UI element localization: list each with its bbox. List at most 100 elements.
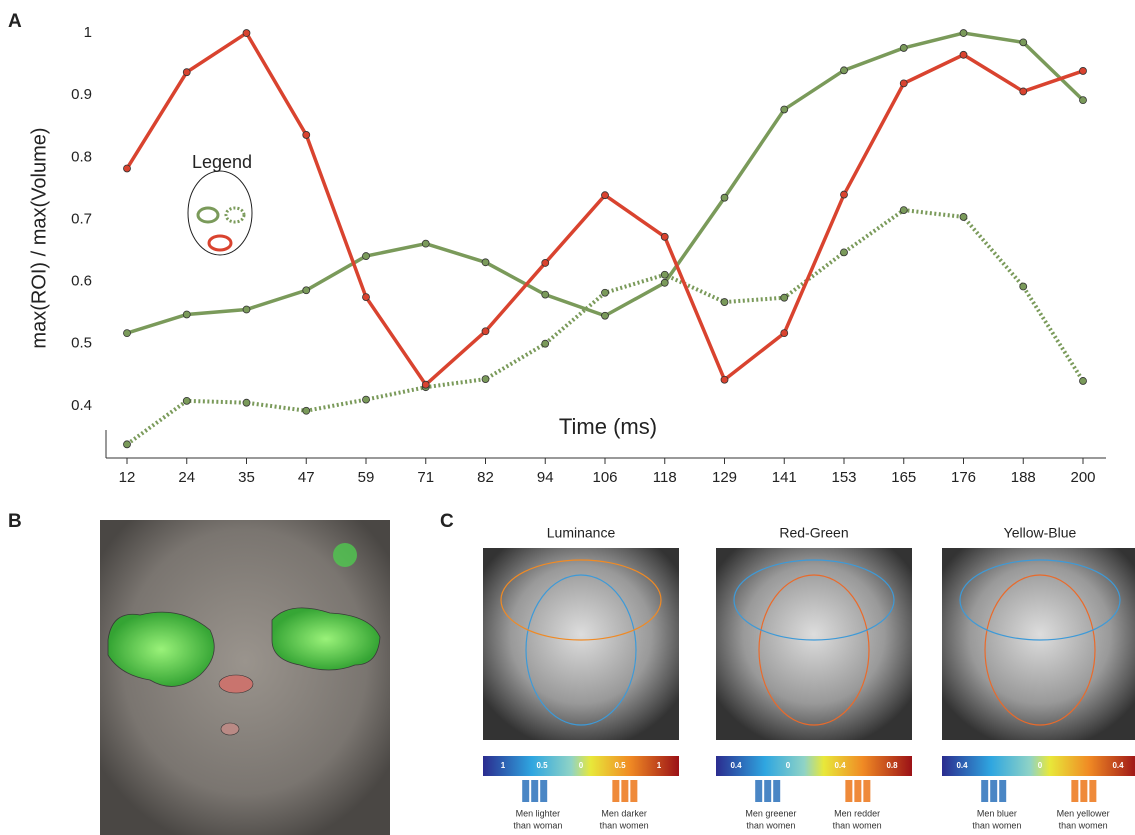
- marker-arrow: [845, 780, 852, 802]
- face-image: [716, 548, 912, 740]
- point: [363, 253, 370, 260]
- marker-arrow: [1089, 780, 1096, 802]
- page: {"chart_data":{"type":"line","panel_labe…: [0, 0, 1135, 835]
- colorbar-caption: than women: [972, 820, 1021, 830]
- panel-label: A: [8, 11, 22, 32]
- marker-arrow: [999, 780, 1006, 802]
- point: [183, 397, 190, 404]
- marker-arrow: [522, 780, 529, 802]
- colorbar-label: 0.5: [614, 761, 626, 770]
- point: [781, 106, 788, 113]
- marker-arrow: [1071, 780, 1078, 802]
- point: [900, 207, 907, 214]
- point: [542, 291, 549, 298]
- series-line: [127, 33, 1083, 333]
- x-tick-label: 200: [1070, 469, 1095, 486]
- x-tick-label: 141: [772, 469, 797, 486]
- marker-arrow: [755, 780, 762, 802]
- point: [482, 376, 489, 383]
- colorbar-label: 1: [657, 761, 662, 770]
- point: [183, 69, 190, 76]
- point: [243, 306, 250, 313]
- y-tick-label: 0.7: [71, 210, 92, 227]
- y-axis-label: max(ROI) / max(Volume): [28, 127, 50, 348]
- y-tick-label: 0.9: [71, 86, 92, 103]
- marker-arrow: [764, 780, 771, 802]
- series-line: [127, 33, 1083, 385]
- x-tick-label: 176: [951, 469, 976, 486]
- point: [602, 312, 609, 319]
- point: [602, 192, 609, 199]
- point: [183, 311, 190, 318]
- nose-cluster: [219, 675, 253, 693]
- colorbar-caption: than women: [833, 820, 882, 830]
- point: [243, 399, 250, 406]
- colorbar-caption: Men bluer: [977, 808, 1017, 818]
- marker-arrow: [540, 780, 547, 802]
- point: [303, 407, 310, 414]
- y-tick-label: 0.6: [71, 273, 92, 290]
- colorbar-label: 0.4: [956, 761, 968, 770]
- colorbar-caption: Men yellower: [1057, 808, 1110, 818]
- marker-arrow: [531, 780, 538, 802]
- colorbar-caption: Men greener: [745, 808, 796, 818]
- point: [1020, 88, 1027, 95]
- face-image: [483, 548, 679, 740]
- marker-arrow: [773, 780, 780, 802]
- series-line: [127, 210, 1083, 444]
- y-tick-label: 1: [84, 24, 92, 41]
- point: [960, 213, 967, 220]
- y-tick-label: 0.5: [71, 335, 92, 352]
- legend-title: Legend: [192, 152, 252, 172]
- marker-arrow: [1080, 780, 1087, 802]
- marker-arrow: [630, 780, 637, 802]
- point: [542, 259, 549, 266]
- x-tick-label: 129: [712, 469, 737, 486]
- point: [1080, 97, 1087, 104]
- mouth-cluster: [221, 723, 239, 735]
- point: [1020, 39, 1027, 46]
- point: [422, 240, 429, 247]
- colorbar-caption: than women: [1059, 820, 1108, 830]
- x-tick-label: 35: [238, 469, 255, 486]
- point: [363, 396, 370, 403]
- colorbar-label: 0: [786, 761, 791, 770]
- map-title: Luminance: [547, 525, 616, 541]
- x-tick-label: 106: [592, 469, 617, 486]
- colorbar-caption: than women: [600, 820, 649, 830]
- colorbar-label: 0.4: [1112, 761, 1124, 770]
- colorbar-label: 0.8: [886, 761, 898, 770]
- point: [661, 271, 668, 278]
- marker-arrow: [621, 780, 628, 802]
- point: [482, 259, 489, 266]
- point: [602, 289, 609, 296]
- point: [1080, 377, 1087, 384]
- x-tick-label: 188: [1011, 469, 1036, 486]
- point: [243, 30, 250, 37]
- colorbar-label: 0: [579, 761, 584, 770]
- x-tick-label: 59: [358, 469, 375, 486]
- point: [363, 294, 370, 301]
- colorbar-caption: Men lighter: [516, 808, 561, 818]
- x-tick-label: 24: [178, 469, 195, 486]
- panel-label: C: [440, 511, 454, 532]
- colorbar-caption: than woman: [513, 820, 562, 830]
- marker-arrow: [854, 780, 861, 802]
- legend-mouth: [209, 236, 231, 250]
- point: [661, 279, 668, 286]
- colorbar-label: 1: [501, 761, 506, 770]
- point: [542, 340, 549, 347]
- point: [841, 67, 848, 74]
- panel-b-image: [100, 277, 390, 835]
- point: [124, 441, 131, 448]
- x-tick-label: 47: [298, 469, 315, 486]
- x-tick-label: 94: [537, 469, 554, 486]
- point: [303, 131, 310, 138]
- point: [841, 249, 848, 256]
- x-axis-label: Time (ms): [559, 414, 657, 439]
- y-tick-label: 0.4: [71, 397, 92, 414]
- point: [661, 233, 668, 240]
- colorbar-label: 0: [1038, 761, 1043, 770]
- point: [303, 287, 310, 294]
